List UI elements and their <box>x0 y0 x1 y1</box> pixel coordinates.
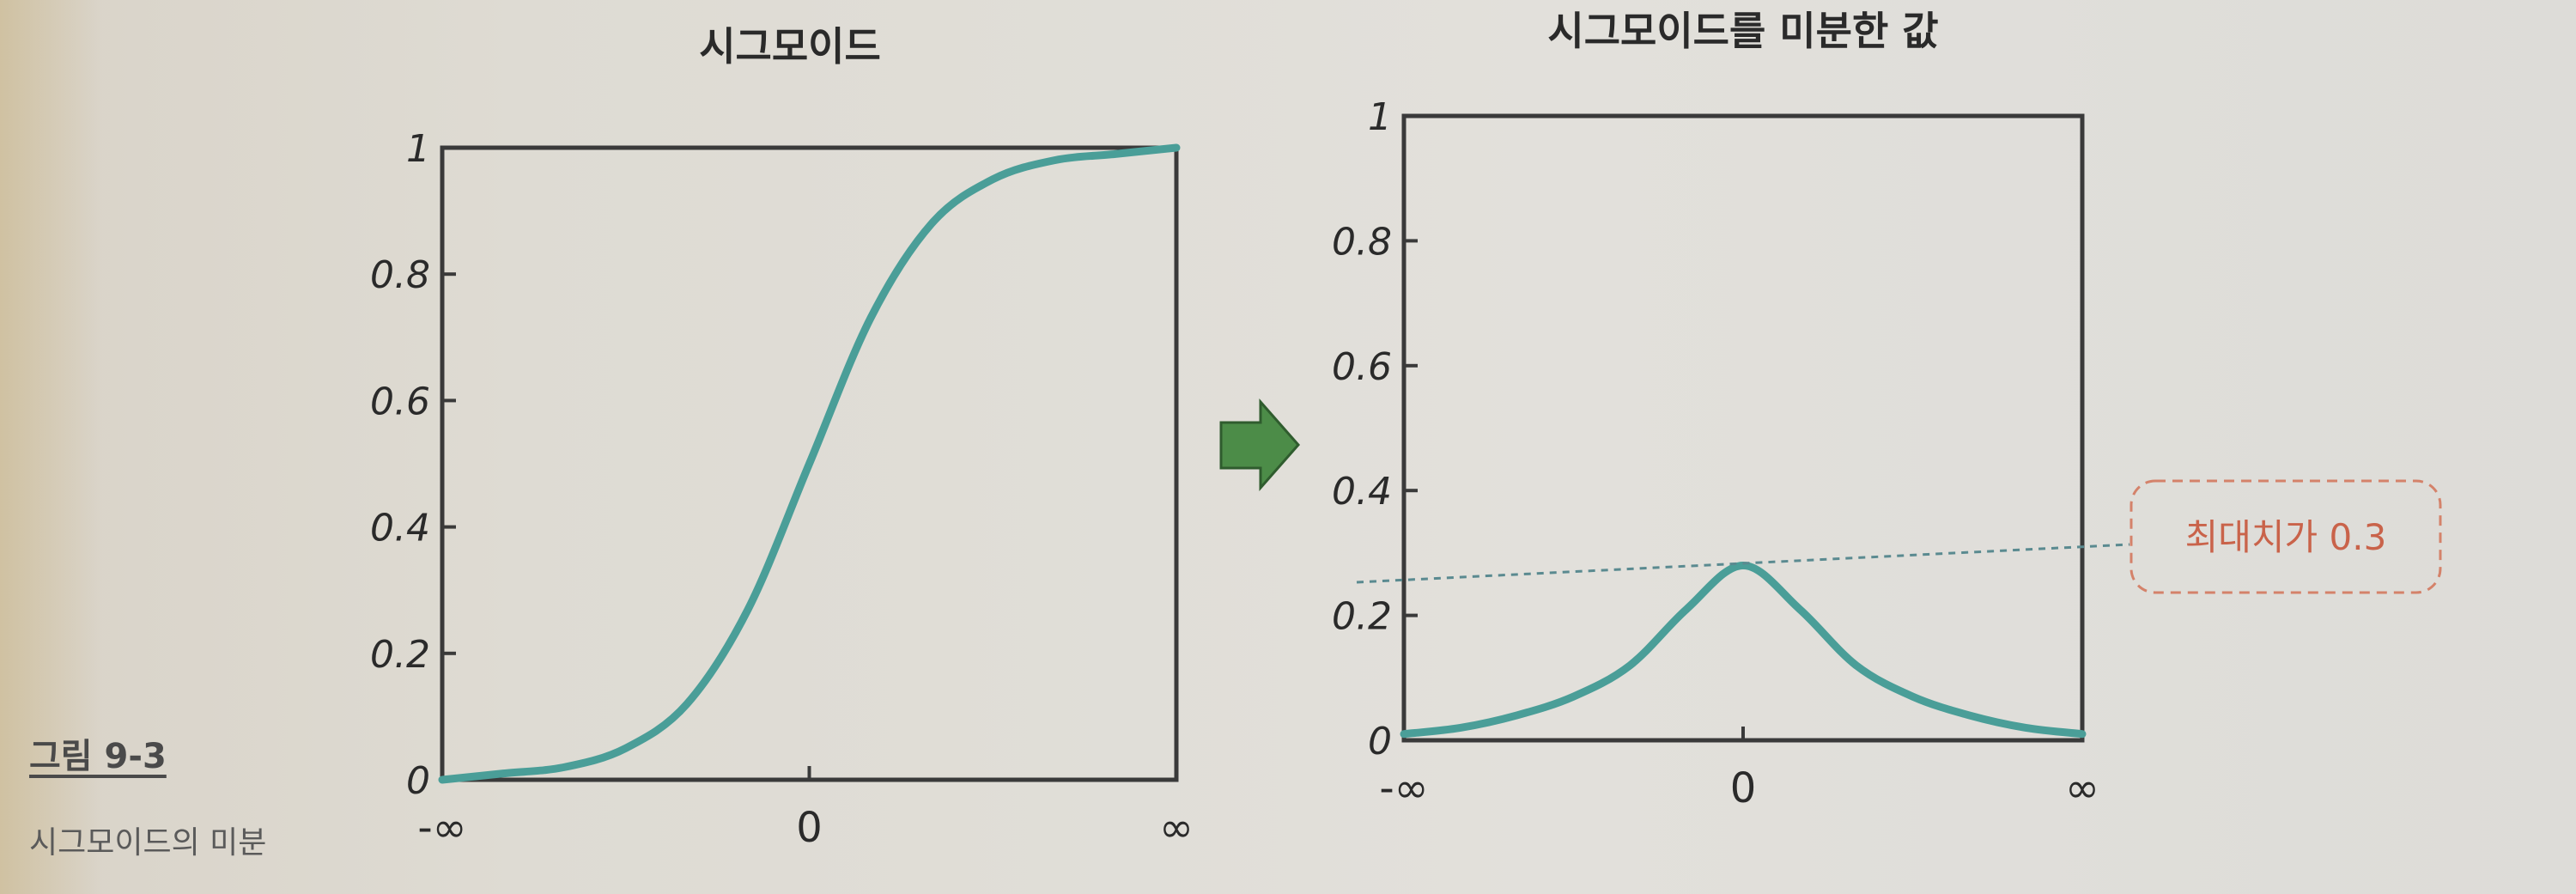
callout-box <box>2129 479 2442 594</box>
x-tick-label: -∞ <box>1379 764 1428 812</box>
x-tick-label: 0 <box>796 804 823 852</box>
y-tick-label: 0.2 <box>370 633 430 677</box>
y-tick-label: 1 <box>1368 95 1392 139</box>
plot-frame <box>1401 113 2085 743</box>
y-tick-label: 0.8 <box>370 253 430 297</box>
y-tick-label: 1 <box>406 127 430 171</box>
x-tick-label: 0 <box>1730 764 1757 812</box>
y-tick-label: 0.8 <box>1332 220 1392 264</box>
y-tick-label: 0.6 <box>1332 345 1392 389</box>
figure-caption-title: 그림 9-3 <box>29 737 167 776</box>
callout-text: 최대치가 0.3 <box>2185 516 2387 558</box>
y-tick-label: 0.4 <box>1332 470 1392 514</box>
y-tick-label: 0.2 <box>1332 595 1392 639</box>
page-binding-shadow <box>0 0 103 894</box>
y-tick-label: 0 <box>406 759 430 803</box>
chart-title: 시그모이드를 미분한 값 <box>1547 8 1938 54</box>
y-tick-label: 0.6 <box>370 380 430 423</box>
x-tick-label: -∞ <box>417 804 466 852</box>
x-tick-label: ∞ <box>1159 804 1194 852</box>
y-tick-label: 0 <box>1368 720 1392 763</box>
sigmoid-derivative-chart: 시그모이드를 미분한 값00.20.40.60.81-∞ 0 ∞ <box>1332 8 2099 812</box>
y-tick-label: 0.4 <box>370 507 430 550</box>
x-tick-label: ∞ <box>2065 764 2099 812</box>
max-dashed-line <box>1356 543 2130 584</box>
series-line <box>1400 561 2087 739</box>
chart-title: 시그모이드 <box>699 23 881 70</box>
figure-caption-subtitle: 시그모이드의 미분 <box>29 825 267 861</box>
right-arrow-icon <box>1219 398 1300 491</box>
